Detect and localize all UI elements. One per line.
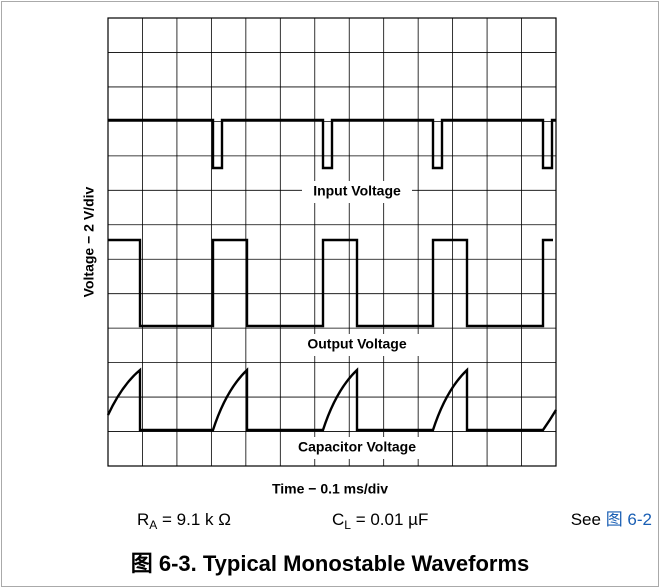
param-symbol: R: [137, 510, 149, 529]
label-bg: [284, 437, 430, 459]
trace-label: Capacitor Voltage: [298, 439, 416, 455]
trace-label: Input Voltage: [313, 183, 401, 199]
param: RA = 9.1 k Ω: [137, 510, 231, 532]
caption: 图 6-3. Typical Monostable Waveforms: [131, 551, 530, 576]
param-sub: L: [344, 518, 351, 532]
param-sub: A: [149, 518, 157, 532]
param-rest: = 0.01 µF: [351, 510, 428, 529]
plot-border: [107, 17, 557, 467]
label-bg: [302, 181, 412, 203]
see-text: See: [571, 510, 606, 529]
see-link[interactable]: 图 6-2: [606, 510, 652, 529]
param-rest: = 9.1 k Ω: [157, 510, 231, 529]
input-wave: [108, 118, 556, 170]
param: CL = 0.01 µF: [332, 510, 428, 532]
label-bg: [294, 334, 420, 356]
output-wave: [108, 238, 553, 328]
param: See 图 6-2: [571, 510, 652, 529]
x-axis-label: Time − 0.1 ms/div: [272, 481, 388, 497]
param-symbol: C: [332, 510, 344, 529]
trace-label: Output Voltage: [307, 336, 406, 352]
capacitor-wave: [106, 367, 558, 432]
y-axis-label: Voltage − 2 V/div: [81, 186, 97, 297]
